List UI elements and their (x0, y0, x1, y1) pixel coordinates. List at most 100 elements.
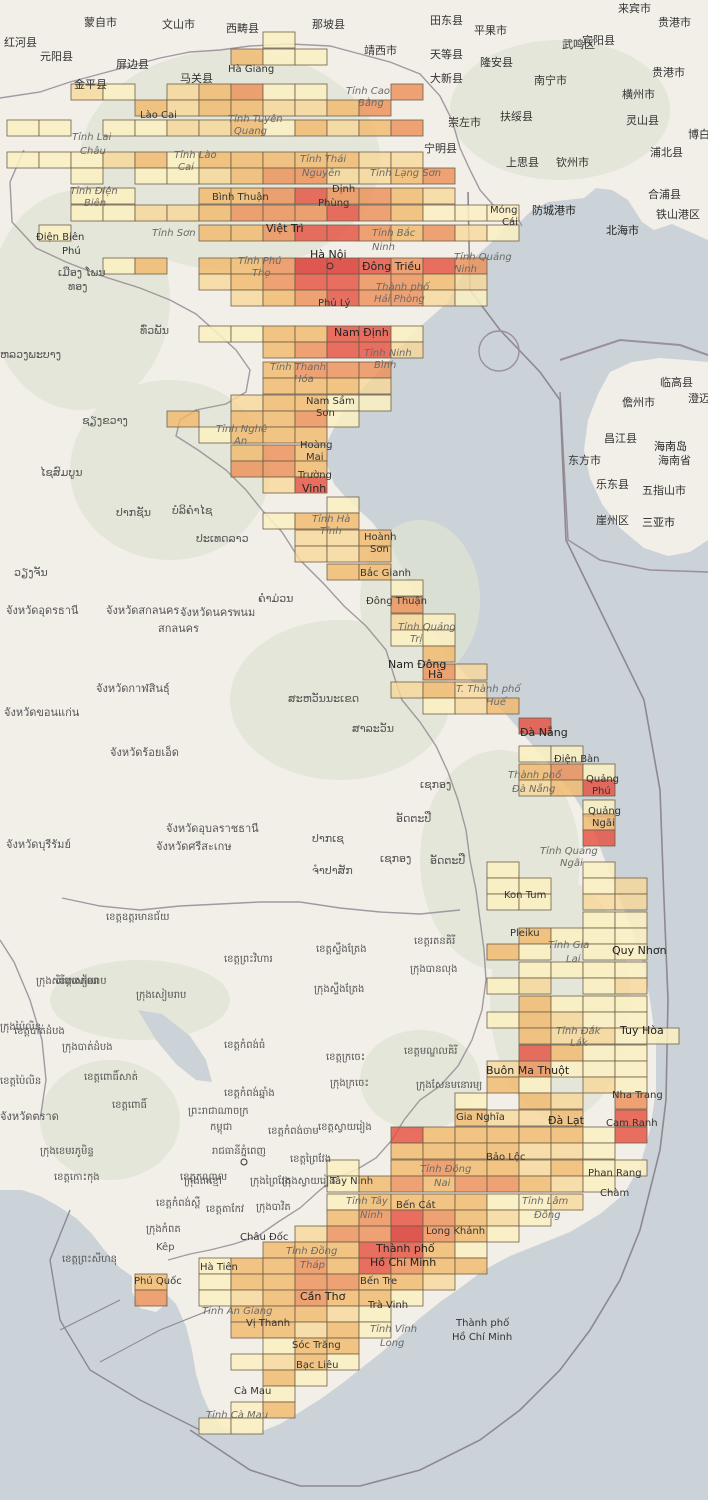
heat-cell[interactable] (230, 204, 264, 222)
heat-cell[interactable] (326, 1321, 360, 1339)
heat-cell[interactable] (102, 204, 136, 222)
heat-cell[interactable] (6, 119, 40, 137)
heat-cell[interactable] (550, 1092, 584, 1110)
heat-cell[interactable] (358, 204, 392, 222)
heat-cell[interactable] (134, 204, 168, 222)
heat-cell[interactable] (230, 1353, 264, 1371)
heat-cell[interactable] (390, 1175, 424, 1193)
heat-cell[interactable] (486, 1193, 520, 1211)
heat-cell[interactable] (390, 1159, 424, 1177)
heat-cell[interactable] (582, 1142, 616, 1160)
heat-cell[interactable] (134, 257, 168, 275)
heat-cell[interactable] (582, 995, 616, 1013)
heat-cell[interactable] (550, 1159, 584, 1177)
heat-cell[interactable] (326, 361, 360, 379)
heat-cell[interactable] (582, 779, 616, 797)
heat-cell[interactable] (262, 410, 296, 428)
heat-cell[interactable] (454, 224, 488, 242)
heat-cell[interactable] (550, 1142, 584, 1160)
heat-cell[interactable] (198, 257, 232, 275)
heat-cell[interactable] (390, 341, 424, 359)
heat-cell[interactable] (582, 1076, 616, 1094)
heat-cell[interactable] (390, 1126, 424, 1144)
heat-cell[interactable] (454, 1092, 488, 1110)
heat-cell[interactable] (102, 151, 136, 169)
heat-cell[interactable] (326, 1273, 360, 1291)
heat-cell[interactable] (614, 1159, 648, 1177)
heat-cell[interactable] (422, 187, 456, 205)
heat-cell[interactable] (518, 745, 552, 763)
heat-cell[interactable] (486, 224, 520, 242)
heat-cell[interactable] (358, 119, 392, 137)
heat-cell[interactable] (390, 579, 424, 597)
heat-cell[interactable] (390, 1209, 424, 1227)
heat-cell[interactable] (550, 1109, 584, 1127)
heat-cell[interactable] (294, 83, 328, 101)
heat-cell[interactable] (262, 1369, 296, 1387)
heat-cell[interactable] (326, 1257, 360, 1275)
heat-cell[interactable] (166, 410, 200, 428)
heat-cell[interactable] (38, 119, 72, 137)
heat-cell[interactable] (326, 377, 360, 395)
heat-cell[interactable] (326, 1305, 360, 1323)
heat-cell[interactable] (262, 341, 296, 359)
heat-cell[interactable] (486, 943, 520, 961)
heat-cell[interactable] (486, 1011, 520, 1029)
heat-cell[interactable] (518, 977, 552, 995)
heat-cell[interactable] (614, 1044, 648, 1062)
heat-cell[interactable] (582, 861, 616, 879)
heat-cell[interactable] (166, 204, 200, 222)
heat-cell[interactable] (198, 224, 232, 242)
heat-cell[interactable] (198, 1289, 232, 1307)
heat-cell[interactable] (518, 1027, 552, 1045)
heat-cell[interactable] (262, 512, 296, 530)
heat-cell[interactable] (262, 394, 296, 412)
heat-cell[interactable] (422, 1273, 456, 1291)
heat-cell[interactable] (326, 99, 360, 117)
heat-cell[interactable] (358, 99, 392, 117)
heat-cell[interactable] (262, 476, 296, 494)
heat-cell[interactable] (646, 1027, 680, 1045)
heat-cell[interactable] (326, 545, 360, 563)
heat-cell[interactable] (358, 151, 392, 169)
heat-cell[interactable] (262, 31, 296, 49)
heat-cell[interactable] (486, 861, 520, 879)
heat-cell[interactable] (70, 167, 104, 185)
heat-cell[interactable] (422, 257, 456, 275)
heat-cell[interactable] (486, 1175, 520, 1193)
heat-cell[interactable] (454, 1175, 488, 1193)
heat-cell[interactable] (166, 119, 200, 137)
heat-cell[interactable] (294, 1369, 328, 1387)
heat-cell[interactable] (294, 341, 328, 359)
heat-cell[interactable] (294, 99, 328, 117)
heat-cell[interactable] (294, 1225, 328, 1243)
heat-cell[interactable] (486, 977, 520, 995)
heat-cell[interactable] (518, 943, 552, 961)
heat-cell[interactable] (294, 119, 328, 137)
heat-cell[interactable] (518, 1109, 552, 1127)
heat-cell[interactable] (550, 995, 584, 1013)
heat-cell[interactable] (230, 83, 264, 101)
heat-cell[interactable] (198, 83, 232, 101)
heat-cell[interactable] (230, 394, 264, 412)
heat-cell[interactable] (294, 325, 328, 343)
heat-cell[interactable] (390, 204, 424, 222)
heat-cell[interactable] (454, 663, 488, 681)
heat-cell[interactable] (518, 1175, 552, 1193)
heat-cell[interactable] (102, 187, 136, 205)
heat-cell[interactable] (422, 681, 456, 699)
heat-cell[interactable] (326, 273, 360, 291)
heat-cell[interactable] (230, 167, 264, 185)
heat-cell[interactable] (390, 1225, 424, 1243)
heat-cell[interactable] (358, 187, 392, 205)
heat-cell[interactable] (358, 377, 392, 395)
heat-cell[interactable] (390, 1289, 424, 1307)
heat-cell[interactable] (486, 1076, 520, 1094)
heat-cell[interactable] (614, 911, 648, 929)
heat-cell[interactable] (454, 697, 488, 715)
heat-cell[interactable] (198, 167, 232, 185)
heat-cell[interactable] (518, 1209, 552, 1227)
heat-cell[interactable] (454, 1209, 488, 1227)
heat-cell[interactable] (262, 48, 296, 66)
heat-cell[interactable] (614, 1109, 648, 1127)
